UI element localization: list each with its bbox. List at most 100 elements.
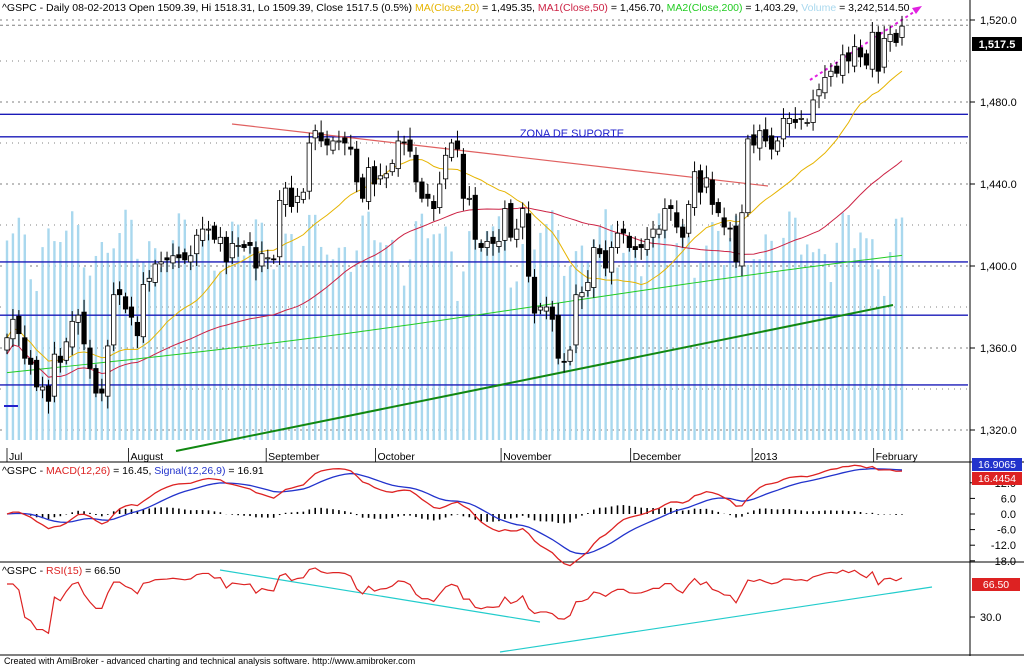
volume-bar <box>124 209 127 440</box>
volume-bar <box>290 234 293 440</box>
volume-bar <box>450 251 453 440</box>
candle-body <box>336 140 342 143</box>
date-tick-label: 2013 <box>754 451 778 463</box>
volume-bar <box>515 281 518 440</box>
candle-body <box>597 248 603 255</box>
candle-body <box>656 228 662 235</box>
volume-bar <box>379 242 382 440</box>
volume-bar <box>361 215 364 440</box>
candle-body <box>614 232 621 248</box>
volume-bar <box>900 217 904 440</box>
candlesticks <box>4 15 905 414</box>
volume-bar <box>859 232 862 440</box>
volume-bar <box>367 211 370 440</box>
date-tick-label: December <box>633 451 682 463</box>
candle-body <box>846 52 852 62</box>
volume-bar <box>59 242 62 440</box>
macd-pane: 12.06.00.0-6.0-12.0-18.0 16.9065 16.4454… <box>0 458 1024 568</box>
volume-bar <box>385 245 388 440</box>
volume-bar <box>740 225 744 440</box>
rsi-value: = 66.50 <box>82 565 120 577</box>
volume-bar <box>219 271 222 440</box>
volume-bar <box>474 220 477 440</box>
volume-bar <box>817 248 821 440</box>
candle-body <box>520 208 526 228</box>
last-price-box <box>972 37 1022 51</box>
rsi-prefix: ^GSPC - <box>2 565 46 577</box>
last-price-tag: 1,517.5 <box>972 37 1022 51</box>
moving-average-lines <box>6 70 903 378</box>
volume-bar <box>462 271 465 440</box>
candle-body <box>840 54 846 76</box>
volume-bar <box>53 241 56 440</box>
candle-body <box>22 337 28 359</box>
candle-body <box>881 38 887 68</box>
candle-body <box>176 254 182 259</box>
candle-body <box>377 175 384 180</box>
volume-bar <box>41 247 44 440</box>
volume-bar <box>331 259 335 440</box>
volume-bar <box>604 209 607 440</box>
volume-bar <box>782 237 785 440</box>
volume-bar <box>853 248 856 440</box>
candle-body <box>158 261 164 265</box>
volume-bar <box>894 218 898 440</box>
volume-bar <box>231 221 234 440</box>
candle-body <box>816 89 822 97</box>
candle-body <box>549 306 555 320</box>
candle-body <box>57 355 63 363</box>
volume-bar <box>681 224 684 440</box>
volume-bar <box>640 276 643 440</box>
candle-body <box>140 284 146 338</box>
candle-body <box>585 281 591 291</box>
candle-body <box>39 386 46 391</box>
candle-body <box>395 140 401 170</box>
macd-prefix: ^GSPC - <box>2 465 46 477</box>
candle-body <box>407 139 413 152</box>
volume-bar <box>586 261 590 440</box>
candle-body <box>354 148 360 183</box>
candle-body <box>211 225 218 240</box>
ma200-label: MA2(Close,200) <box>667 2 743 14</box>
macd-signal-line <box>6 467 903 555</box>
candle-body <box>851 46 858 67</box>
candle-body <box>591 247 597 288</box>
date-tick-label: February <box>876 451 919 463</box>
ma200-value: = 1,403.29, <box>743 2 802 14</box>
price-axis-ticks: 1,320.0 1,360.0 1,400.0 1,440.0 1,480.0 1,520… <box>970 15 1017 437</box>
candle-body <box>81 311 87 345</box>
price-tick-label-1320: 1,320.0 <box>980 425 1017 437</box>
candle-body <box>146 277 152 282</box>
candle-body <box>715 202 721 214</box>
candle-body <box>300 191 306 200</box>
rsi-line <box>7 567 903 635</box>
rsi-pane: 30.0 66.50 ^GSPC - RSI(15) = 66.50 <box>0 562 1024 656</box>
signal-value: = 16.91 <box>226 465 264 477</box>
candle-body <box>348 146 354 150</box>
volume-bar <box>254 219 258 440</box>
volume-bar <box>503 239 507 440</box>
candle-body <box>798 118 804 120</box>
candle-body <box>152 263 158 283</box>
volume-bar <box>177 213 181 440</box>
candle-body <box>763 129 769 142</box>
candle-body <box>271 258 277 261</box>
candle-body <box>739 212 745 267</box>
volume-bar <box>776 271 779 440</box>
volume-bar <box>319 246 323 440</box>
candle-body <box>745 138 751 214</box>
volume-bar <box>669 263 673 440</box>
candle-body <box>164 257 170 261</box>
candle-body <box>75 314 81 323</box>
macd-header: ^GSPC - MACD(12,26) = 16.45, Signal(12,2… <box>2 465 264 477</box>
rsi-descending-trendline <box>219 569 541 623</box>
candle-body <box>241 244 247 248</box>
candle-body <box>810 99 816 123</box>
candle-body <box>525 213 532 277</box>
candle-body <box>389 163 395 173</box>
date-axis-ticks: Jul August September October November Decembe… <box>6 448 919 463</box>
candle-body <box>620 228 627 234</box>
price-tick-label-1400: 1,400.0 <box>980 261 1017 273</box>
volume-bar <box>645 249 649 440</box>
volume-bar <box>236 224 240 440</box>
